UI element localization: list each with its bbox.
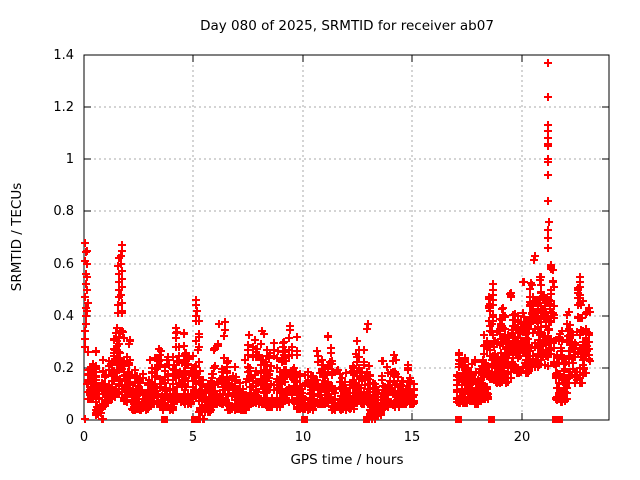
chart-title: Day 080 of 2025, SRMTID for receiver ab0… (200, 18, 494, 34)
svg-text:0: 0 (66, 413, 74, 428)
svg-text:1: 1 (66, 152, 74, 167)
svg-text:0.8: 0.8 (53, 204, 74, 219)
svg-text:20: 20 (514, 430, 531, 445)
svg-text:15: 15 (404, 430, 421, 445)
svg-text:1.2: 1.2 (53, 100, 74, 115)
y-axis-label: SRMTID / TECUs (9, 182, 25, 292)
svg-text:5: 5 (189, 430, 197, 445)
svg-text:10: 10 (295, 430, 312, 445)
svg-text:0.2: 0.2 (53, 361, 74, 376)
x-axis-label: GPS time / hours (290, 452, 404, 468)
svg-text:0.6: 0.6 (53, 257, 74, 272)
svg-text:0.4: 0.4 (53, 309, 74, 324)
svg-text:1.4: 1.4 (53, 48, 74, 63)
svg-text:0: 0 (80, 430, 88, 445)
